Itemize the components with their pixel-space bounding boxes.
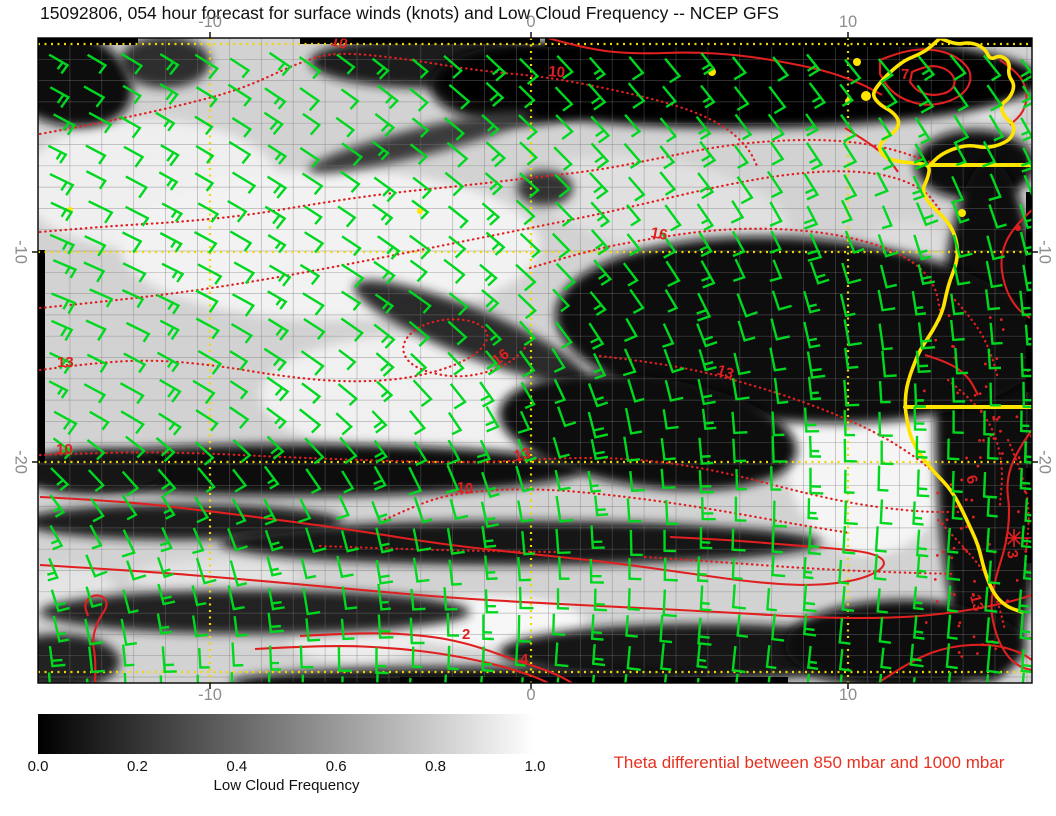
cloud-frequency-blob (517, 170, 573, 206)
contour-value-label: 16 (649, 224, 668, 244)
colorbar-gradient (38, 714, 535, 754)
contour-value-label: 13 (966, 593, 987, 614)
lon-tick-label-bottom: -10 (198, 686, 222, 704)
lon-tick-label-top: -10 (198, 13, 222, 31)
lon-tick-label-bottom: 0 (526, 686, 536, 704)
wind-barbs (47, 51, 1032, 683)
cloud-frequency-blob (353, 280, 587, 384)
axis-ticks (32, 32, 1038, 689)
figure-title: 15092806, 054 hour forecast for surface … (40, 3, 779, 23)
contour-value-label: 7 (901, 66, 909, 83)
contour-value-label: 10 (548, 63, 566, 81)
cloud-frequency-blob (120, 170, 540, 320)
lat-tick-label-right: -20 (1035, 450, 1054, 474)
colorbar-tick-label: 0.2 (126, 758, 148, 775)
colorbar-tick-label: 1.0 (524, 758, 546, 775)
field-edge-bar (38, 250, 45, 462)
island-dot (958, 209, 966, 217)
contour-value-label: 10 (456, 479, 474, 498)
red-marker-dot (1015, 225, 1021, 231)
colorbar-tick-label: 0.0 (27, 758, 49, 775)
cloud-frequency-blob (308, 111, 532, 173)
contour-value-label: 4 (520, 651, 529, 668)
contour-value-label: 13 (715, 362, 736, 383)
red-dot-cluster (922, 314, 1032, 658)
station-asterisk-marker (1005, 529, 1032, 547)
contour-value-label: 13 (57, 354, 74, 371)
field-edge-bar (38, 38, 138, 45)
lat-tick-label-left: -20 (11, 450, 30, 474)
cloud-frequency-blob (38, 38, 133, 127)
lon-tick-label-top: 0 (526, 13, 536, 31)
colorbar-tick-label: 0.8 (425, 758, 447, 775)
lat-tick-label-right: -10 (1035, 240, 1054, 264)
coastline-africa (67, 38, 1032, 614)
lat-tick-label-left: -10 (11, 240, 30, 264)
contour-value-label: 3 (1003, 549, 1021, 560)
cloud-frequency-blob (120, 38, 210, 88)
cloud-frequency-blob (40, 590, 470, 634)
field-edge-bar (545, 38, 1032, 47)
colorbar-label: Low Cloud Frequency (213, 777, 360, 794)
plot-frame (37, 37, 1033, 684)
contour-value-label: 16 (489, 345, 513, 369)
theta-caption: Theta differential between 850 mbar and … (613, 753, 1005, 772)
contour-value-label: 13 (512, 445, 532, 465)
colorbar-tick-label: 0.6 (325, 758, 347, 775)
lon-tick-label-top: 10 (838, 13, 858, 31)
lon-tick-label-bottom: 10 (838, 686, 858, 704)
field-edge-bar (300, 38, 540, 44)
colorbar-tick-label: 0.4 (226, 758, 248, 775)
contour-value-label: 2 (462, 626, 470, 643)
cloud-frequency-blob (785, 600, 1025, 683)
field-edge-bar (1026, 192, 1032, 392)
contour-value-label: 10 (329, 32, 350, 53)
cloud-frequency-blob (38, 444, 582, 496)
island-dot (417, 208, 423, 214)
contour-value-label: 10 (56, 441, 73, 458)
